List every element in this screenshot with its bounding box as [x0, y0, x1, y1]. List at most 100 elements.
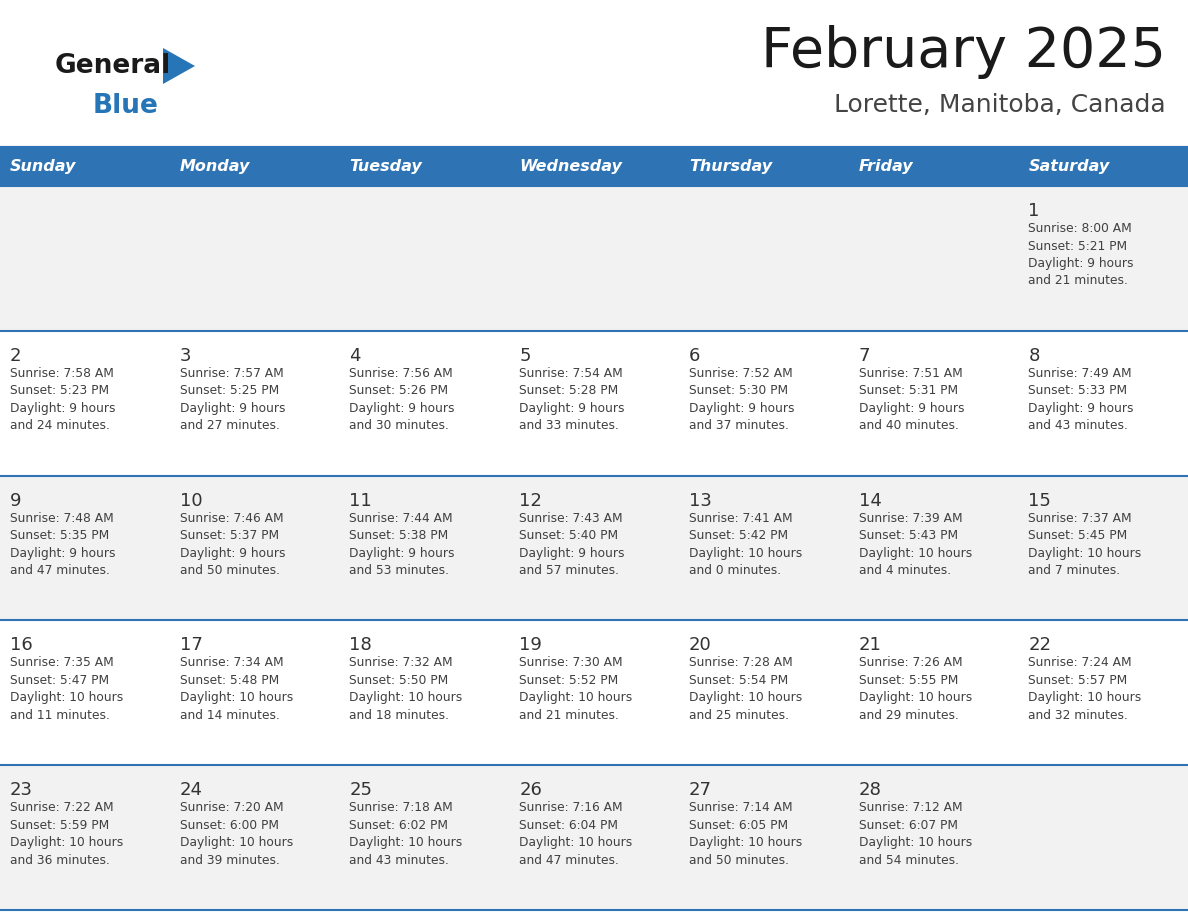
Text: Sunrise: 7:20 AM: Sunrise: 7:20 AM: [179, 801, 284, 814]
Text: 2: 2: [10, 347, 21, 364]
Text: Daylight: 9 hours: Daylight: 9 hours: [519, 402, 625, 415]
Text: February 2025: February 2025: [762, 25, 1165, 79]
Text: and 4 minutes.: and 4 minutes.: [859, 564, 950, 577]
Text: 10: 10: [179, 492, 202, 509]
Bar: [1018, 476, 1188, 621]
Text: Daylight: 10 hours: Daylight: 10 hours: [349, 691, 462, 704]
Text: and 7 minutes.: and 7 minutes.: [1029, 564, 1120, 577]
Text: Sunrise: 7:54 AM: Sunrise: 7:54 AM: [519, 367, 623, 380]
Text: and 50 minutes.: and 50 minutes.: [179, 564, 279, 577]
Text: Sunrise: 7:22 AM: Sunrise: 7:22 AM: [10, 801, 114, 814]
Text: 12: 12: [519, 492, 542, 509]
Bar: [340, 186, 510, 330]
Text: Sunrise: 8:00 AM: Sunrise: 8:00 AM: [1029, 222, 1132, 235]
Text: Sunrise: 7:56 AM: Sunrise: 7:56 AM: [349, 367, 453, 380]
Text: 16: 16: [10, 636, 33, 655]
Bar: [340, 148, 510, 186]
Bar: [170, 766, 340, 910]
Bar: [1018, 148, 1188, 186]
Bar: [1018, 766, 1188, 910]
Polygon shape: [163, 48, 195, 84]
Text: Sunset: 5:21 PM: Sunset: 5:21 PM: [1029, 240, 1127, 252]
Bar: [0, 148, 170, 186]
Bar: [510, 766, 678, 910]
Text: Sunset: 6:02 PM: Sunset: 6:02 PM: [349, 819, 448, 832]
Text: 8: 8: [1029, 347, 1040, 364]
Text: Daylight: 10 hours: Daylight: 10 hours: [10, 691, 124, 704]
Text: Daylight: 9 hours: Daylight: 9 hours: [349, 402, 455, 415]
Text: Sunset: 5:23 PM: Sunset: 5:23 PM: [10, 385, 109, 397]
Text: Sunrise: 7:28 AM: Sunrise: 7:28 AM: [689, 656, 792, 669]
Bar: [848, 330, 1018, 476]
Text: Sunset: 5:26 PM: Sunset: 5:26 PM: [349, 385, 449, 397]
Text: 3: 3: [179, 347, 191, 364]
Text: Sunset: 5:50 PM: Sunset: 5:50 PM: [349, 674, 449, 687]
Text: Daylight: 10 hours: Daylight: 10 hours: [349, 836, 462, 849]
Text: Daylight: 10 hours: Daylight: 10 hours: [10, 836, 124, 849]
Text: Sunset: 5:54 PM: Sunset: 5:54 PM: [689, 674, 788, 687]
Text: 7: 7: [859, 347, 870, 364]
Text: Sunset: 5:59 PM: Sunset: 5:59 PM: [10, 819, 109, 832]
Text: Daylight: 9 hours: Daylight: 9 hours: [179, 402, 285, 415]
Text: 1: 1: [1029, 202, 1040, 220]
Text: Daylight: 10 hours: Daylight: 10 hours: [859, 546, 972, 560]
Text: 18: 18: [349, 636, 372, 655]
Text: Sunrise: 7:39 AM: Sunrise: 7:39 AM: [859, 511, 962, 524]
Text: and 50 minutes.: and 50 minutes.: [689, 854, 789, 867]
Bar: [340, 621, 510, 766]
Text: Daylight: 10 hours: Daylight: 10 hours: [1029, 691, 1142, 704]
Bar: [340, 476, 510, 621]
Text: 27: 27: [689, 781, 712, 800]
Bar: [678, 186, 848, 330]
Bar: [170, 330, 340, 476]
Text: Sunrise: 7:41 AM: Sunrise: 7:41 AM: [689, 511, 792, 524]
Text: Daylight: 10 hours: Daylight: 10 hours: [689, 691, 802, 704]
Text: Sunrise: 7:32 AM: Sunrise: 7:32 AM: [349, 656, 453, 669]
Text: Tuesday: Tuesday: [349, 160, 422, 174]
Text: and 27 minutes.: and 27 minutes.: [179, 420, 279, 432]
Text: Sunrise: 7:16 AM: Sunrise: 7:16 AM: [519, 801, 623, 814]
Bar: [678, 476, 848, 621]
Bar: [678, 330, 848, 476]
Text: Thursday: Thursday: [689, 160, 772, 174]
Bar: [170, 148, 340, 186]
Text: and 30 minutes.: and 30 minutes.: [349, 420, 449, 432]
Text: Sunrise: 7:49 AM: Sunrise: 7:49 AM: [1029, 367, 1132, 380]
Text: 15: 15: [1029, 492, 1051, 509]
Text: and 32 minutes.: and 32 minutes.: [1029, 709, 1129, 722]
Bar: [170, 476, 340, 621]
Text: Daylight: 10 hours: Daylight: 10 hours: [859, 836, 972, 849]
Text: Sunrise: 7:24 AM: Sunrise: 7:24 AM: [1029, 656, 1132, 669]
Text: Sunset: 5:55 PM: Sunset: 5:55 PM: [859, 674, 958, 687]
Text: 6: 6: [689, 347, 700, 364]
Text: Sunset: 5:35 PM: Sunset: 5:35 PM: [10, 529, 109, 543]
Text: Sunrise: 7:30 AM: Sunrise: 7:30 AM: [519, 656, 623, 669]
Text: and 33 minutes.: and 33 minutes.: [519, 420, 619, 432]
Text: and 53 minutes.: and 53 minutes.: [349, 564, 449, 577]
Text: Daylight: 9 hours: Daylight: 9 hours: [519, 546, 625, 560]
Bar: [1018, 330, 1188, 476]
Text: Sunrise: 7:46 AM: Sunrise: 7:46 AM: [179, 511, 284, 524]
Text: Sunset: 5:31 PM: Sunset: 5:31 PM: [859, 385, 958, 397]
Text: Daylight: 10 hours: Daylight: 10 hours: [519, 691, 632, 704]
Text: 26: 26: [519, 781, 542, 800]
Text: and 21 minutes.: and 21 minutes.: [1029, 274, 1129, 287]
Text: Daylight: 9 hours: Daylight: 9 hours: [1029, 402, 1133, 415]
Text: Sunrise: 7:35 AM: Sunrise: 7:35 AM: [10, 656, 114, 669]
Text: Saturday: Saturday: [1029, 160, 1110, 174]
Text: Sunset: 5:43 PM: Sunset: 5:43 PM: [859, 529, 958, 543]
Text: Sunset: 5:28 PM: Sunset: 5:28 PM: [519, 385, 619, 397]
Text: 20: 20: [689, 636, 712, 655]
Bar: [340, 330, 510, 476]
Text: Sunset: 5:40 PM: Sunset: 5:40 PM: [519, 529, 618, 543]
Text: and 0 minutes.: and 0 minutes.: [689, 564, 781, 577]
Text: Lorette, Manitoba, Canada: Lorette, Manitoba, Canada: [834, 93, 1165, 117]
Text: Sunrise: 7:51 AM: Sunrise: 7:51 AM: [859, 367, 962, 380]
Bar: [678, 148, 848, 186]
Text: Sunrise: 7:14 AM: Sunrise: 7:14 AM: [689, 801, 792, 814]
Text: Daylight: 9 hours: Daylight: 9 hours: [1029, 257, 1133, 270]
Text: Friday: Friday: [859, 160, 914, 174]
Text: Sunrise: 7:12 AM: Sunrise: 7:12 AM: [859, 801, 962, 814]
Bar: [678, 766, 848, 910]
Text: Sunset: 6:00 PM: Sunset: 6:00 PM: [179, 819, 279, 832]
